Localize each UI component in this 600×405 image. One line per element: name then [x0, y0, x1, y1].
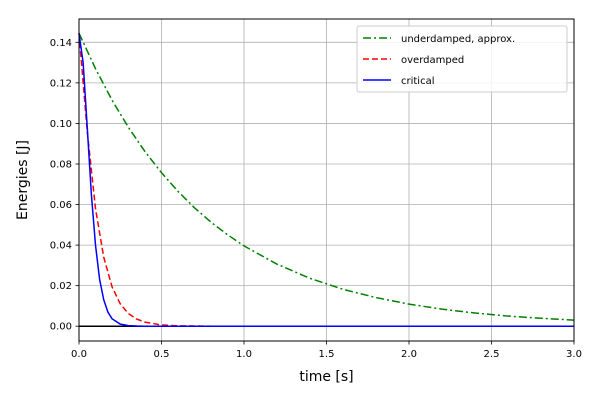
y-tick-label: 0.12	[50, 78, 72, 89]
x-tick-label: 3.0	[566, 349, 582, 360]
legend-label-critical: critical	[401, 76, 435, 87]
y-tick-label: 0.14	[50, 38, 72, 49]
y-tick-label: 0.08	[50, 159, 72, 170]
x-axis-label: time [s]	[299, 369, 353, 385]
legend-box	[356, 25, 568, 93]
x-tick-label: 0.5	[154, 349, 170, 360]
x-tick-label: 0.0	[71, 349, 87, 360]
series-line-overdamped	[78, 33, 574, 327]
y-axis-label: Energies [J]	[15, 140, 31, 220]
series-line-critical	[78, 33, 574, 327]
series-layer	[78, 32, 575, 327]
x-tick-label: 2.5	[484, 349, 500, 360]
y-tick-label: 0.02	[50, 281, 72, 292]
y-tick-label: 0.10	[50, 119, 72, 130]
x-tick-label: 1.0	[236, 349, 252, 360]
y-tick-label: 0.00	[50, 322, 72, 333]
series-line-underdamped-approx	[78, 32, 575, 321]
x-tick-label: 2.0	[401, 349, 417, 360]
x-tick-label: 1.5	[319, 349, 335, 360]
y-tick-label: 0.06	[50, 200, 72, 211]
y-tick-label: 0.04	[50, 241, 72, 252]
legend: underdamped, approx. overdamped critical	[356, 25, 568, 93]
legend-label-underdamped-approx: underdamped, approx.	[401, 34, 515, 45]
legend-label-overdamped: overdamped	[401, 55, 464, 66]
tick-layer: 0.0 0.5 1.0 1.5 2.0 2.5 3.0 0.00 0.02 0.04 0.06 0.0…	[50, 38, 582, 360]
